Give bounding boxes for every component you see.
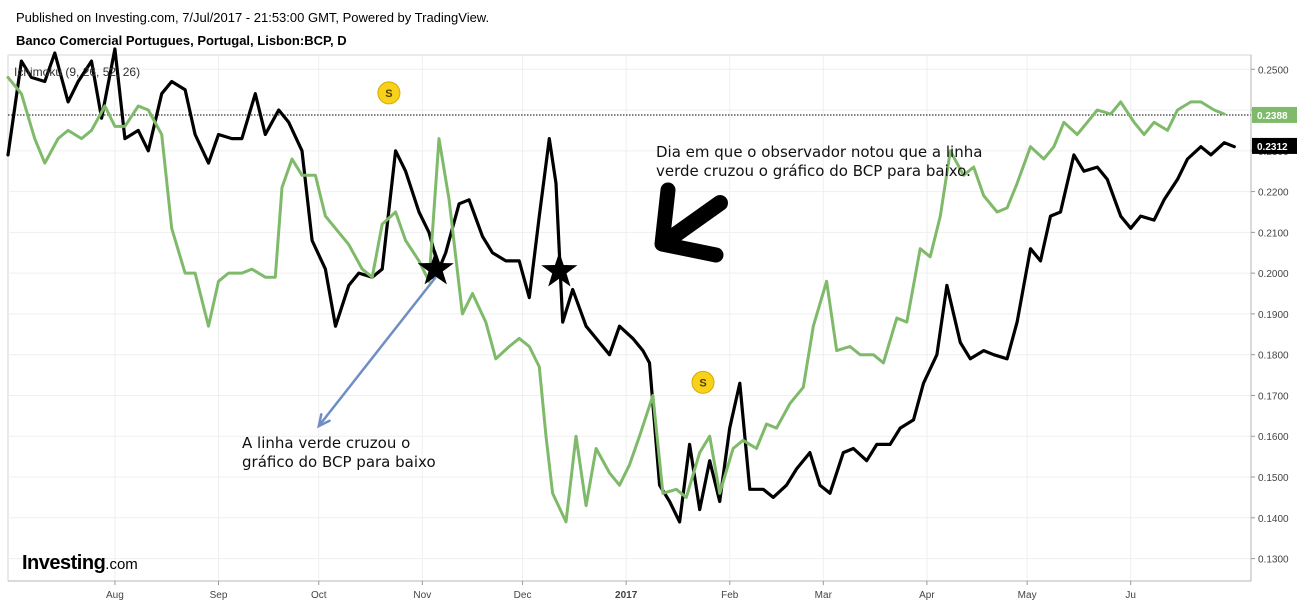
chart-annotations: SS xyxy=(317,81,728,429)
axes: 0.25000.24000.23000.22000.21000.20000.19… xyxy=(106,65,1297,601)
published-note: Published on Investing.com, 7/Jul/2017 -… xyxy=(16,10,490,25)
y-tick-label: 0.1500 xyxy=(1258,473,1289,484)
split-marker-icon xyxy=(691,370,715,394)
logo-brand: Investing xyxy=(22,552,106,574)
x-tick-label: Dec xyxy=(514,590,532,601)
x-tick-label: 2017 xyxy=(615,590,638,601)
y-tick-label: 0.1900 xyxy=(1258,310,1289,321)
big-arrow-shaft xyxy=(660,195,728,248)
x-tick-label: Sep xyxy=(210,590,228,601)
grid xyxy=(8,55,1251,581)
x-tick-label: Apr xyxy=(919,590,935,601)
x-tick-label: Ju xyxy=(1125,590,1136,601)
y-tick-label: 0.2100 xyxy=(1258,228,1289,239)
big-arrow-head xyxy=(654,182,724,263)
y-tick-label: 0.1700 xyxy=(1258,391,1289,402)
indicator-line xyxy=(6,75,1226,524)
x-tick-label: Nov xyxy=(413,590,431,601)
y-tick-label: 0.1300 xyxy=(1258,555,1289,566)
x-tick-label: Oct xyxy=(311,590,327,601)
indicator-label: Ichimoku (9, 26, 52, 26) xyxy=(14,65,140,79)
series-lines xyxy=(6,47,1236,524)
x-tick-label: Aug xyxy=(106,590,124,601)
annotation-bottom: A linha verde cruzou o gráfico do BCP pa… xyxy=(242,434,436,471)
y-tick-label: 0.1800 xyxy=(1258,351,1289,362)
y-tick-label: 0.2500 xyxy=(1258,65,1289,76)
star-icon xyxy=(541,252,578,287)
annotation-top: Dia em que o observador notou que a linh… xyxy=(656,143,983,180)
star-icon xyxy=(417,250,454,285)
split-marker-icon xyxy=(377,81,401,105)
last-price-tag-bg xyxy=(1252,137,1297,154)
reference-price-tag-bg xyxy=(1252,106,1297,123)
last-price-tag-text: 0.2312 xyxy=(1257,142,1288,153)
y-tick-label: 0.2000 xyxy=(1258,269,1289,280)
y-tick-label: 0.1600 xyxy=(1258,432,1289,443)
logo-tld: .com xyxy=(105,556,138,573)
split-marker-label: S xyxy=(699,377,706,389)
instrument-title: Banco Comercial Portugues, Portugal, Lis… xyxy=(16,33,347,48)
thin-arrow-head xyxy=(317,413,331,429)
x-tick-label: Feb xyxy=(721,590,739,601)
split-marker-label: S xyxy=(385,88,392,100)
x-tick-label: May xyxy=(1018,590,1037,601)
thin-arrow-line xyxy=(317,276,437,427)
y-tick-label: 0.1400 xyxy=(1258,514,1289,525)
y-tick-label: 0.2200 xyxy=(1258,188,1289,199)
price-line xyxy=(6,47,1236,524)
reference-price-tag-text: 0.2388 xyxy=(1257,111,1288,122)
investing-logo: Investing.com xyxy=(22,552,138,575)
x-tick-label: Mar xyxy=(815,590,833,601)
